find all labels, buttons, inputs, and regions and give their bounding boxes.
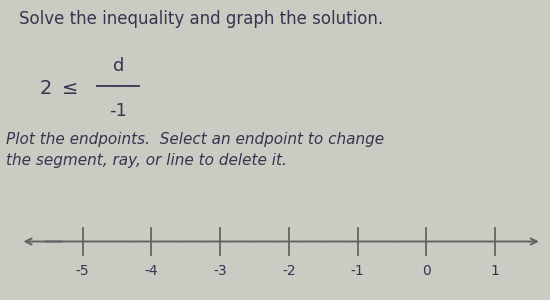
Text: 1: 1	[491, 264, 499, 278]
Text: -5: -5	[76, 264, 89, 278]
Text: -4: -4	[145, 264, 158, 278]
Text: d: d	[113, 57, 124, 75]
Text: -1: -1	[109, 102, 127, 120]
Text: Plot the endpoints.  Select an endpoint to change: Plot the endpoints. Select an endpoint t…	[6, 132, 384, 147]
Text: the segment, ray, or line to delete it.: the segment, ray, or line to delete it.	[6, 153, 287, 168]
Text: -2: -2	[282, 264, 295, 278]
Text: -1: -1	[351, 264, 364, 278]
Text: Solve the inequality and graph the solution.: Solve the inequality and graph the solut…	[19, 11, 383, 28]
Text: $2\ \leq\ $: $2\ \leq\ $	[39, 79, 78, 98]
Text: 0: 0	[422, 264, 431, 278]
Text: -3: -3	[213, 264, 227, 278]
